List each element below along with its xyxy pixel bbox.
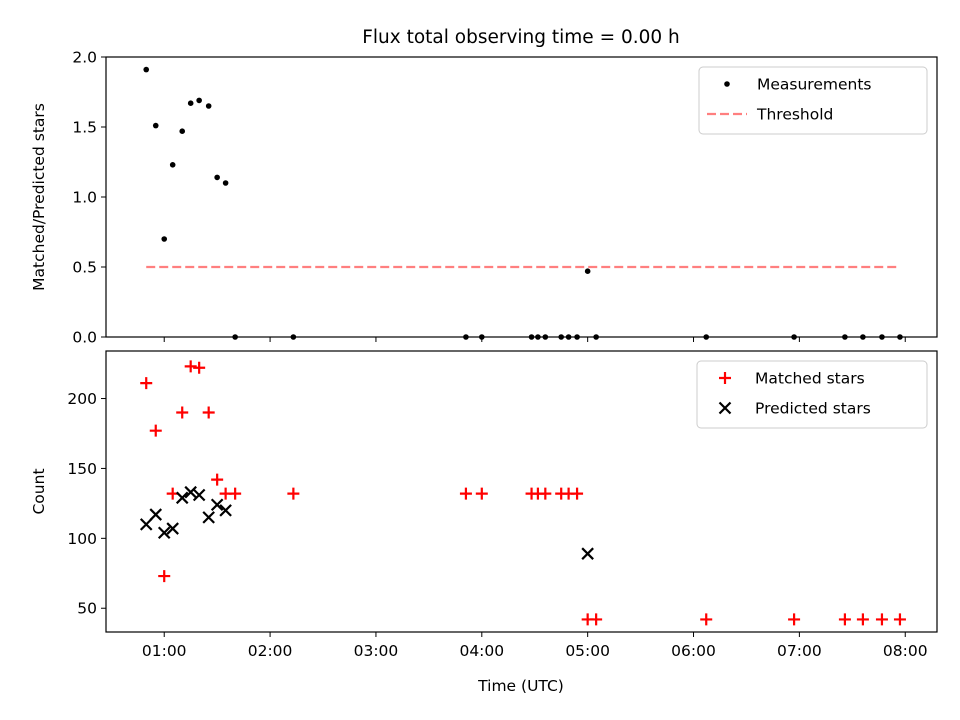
x-tick-label: 01:00 (142, 642, 187, 660)
predicted-star-point (184, 485, 197, 499)
measurement-point (187, 100, 194, 106)
measurement-point (584, 268, 591, 275)
legend-matched-swatch (719, 372, 731, 384)
predicted-star-point (581, 547, 594, 560)
legend-label: Matched stars (755, 370, 865, 388)
x-tick-label: 04:00 (459, 642, 504, 660)
plot-frame (105, 350, 938, 633)
y-tick-label: 0.5 (72, 259, 97, 277)
predicted-star-point (192, 488, 206, 502)
matched-star-point (856, 613, 869, 626)
legend-box (698, 66, 928, 135)
measurement-point (179, 128, 186, 134)
matched-star-point (539, 487, 552, 500)
matched-star-point (202, 406, 215, 419)
legend-predicted-swatch (718, 401, 732, 415)
x-tick-label: 02:00 (248, 642, 293, 660)
x-tick-label: 06:00 (671, 642, 716, 660)
y-tick-label: 0.0 (72, 329, 97, 347)
y-tick-label: 50 (77, 600, 97, 618)
predicted-star-point (219, 504, 232, 517)
matched-star-point (459, 487, 472, 500)
matched-star-point (184, 360, 197, 373)
y-tick-label: 2.0 (72, 49, 97, 67)
matched-star-point (176, 406, 189, 419)
measurement-point (143, 66, 150, 73)
y-tick-label: 1.0 (72, 189, 97, 207)
measurement-point (214, 174, 220, 181)
matched-star-point (158, 570, 171, 583)
matched-star-point (287, 487, 300, 500)
matched-star-point (140, 377, 153, 390)
legend: Matched stars Predicted stars (696, 360, 928, 429)
legend: Measurements Threshold (698, 66, 928, 135)
legend-label: Threshold (756, 106, 833, 124)
predicted-star-point (166, 522, 179, 535)
legend-measurement-swatch (724, 81, 730, 87)
matched-star-point (700, 613, 713, 626)
y-tick-label: 1.5 (72, 119, 97, 137)
matched-star-point (229, 487, 242, 500)
matched-star-point (838, 613, 851, 626)
measurement-point (222, 180, 229, 186)
matched-star-point (193, 361, 206, 374)
predicted-star-point (139, 518, 153, 531)
measurement-point (152, 122, 159, 129)
matched-star-point (475, 487, 488, 500)
predicted-star-point (149, 508, 163, 521)
y-tick-label: 200 (67, 390, 97, 408)
series-predicted-stars (139, 485, 594, 560)
plot-frame (105, 56, 938, 338)
measurement-point (161, 236, 168, 242)
y-tick-label: 100 (67, 530, 97, 548)
predicted-star-point (210, 498, 224, 512)
measurement-point (169, 162, 176, 168)
matched-star-point (788, 613, 801, 626)
matched-star-point (893, 613, 906, 626)
series-matched-stars (140, 360, 906, 626)
matched-star-point (590, 613, 603, 626)
x-tick-label: 07:00 (777, 642, 822, 660)
x-tick-label: 03:00 (354, 642, 399, 660)
predicted-star-point (175, 491, 189, 505)
chart-title: Flux total observing time = 0.00 h (362, 27, 680, 48)
legend-box (696, 360, 928, 429)
matched-star-point (149, 424, 162, 437)
legend-label: Predicted stars (755, 400, 871, 418)
y-tick-label: 150 (67, 460, 97, 478)
y-axis-label: Count (30, 468, 48, 514)
x-axis-label: Time (UTC) (477, 677, 564, 695)
bottom-panel: 01:00 02:00 03:00 04:00 05:00 06:00 07:00 08:00… (30, 350, 938, 660)
x-tick-label: 05:00 (565, 642, 610, 660)
matched-star-point (211, 473, 224, 486)
y-axis-label: Matched/Predicted stars (30, 103, 48, 291)
predicted-star-point (157, 526, 171, 540)
measurement-point (196, 97, 202, 104)
top-panel: 0.0 0.5 1.0 1.5 2.0 Matched/Predicted stars Me… (30, 49, 938, 347)
x-tick-label: 08:00 (883, 642, 928, 660)
matched-star-point (571, 487, 584, 500)
legend-label: Measurements (757, 76, 872, 94)
matched-star-point (875, 613, 888, 626)
predicted-star-point (202, 511, 215, 524)
measurement-point (205, 103, 212, 109)
